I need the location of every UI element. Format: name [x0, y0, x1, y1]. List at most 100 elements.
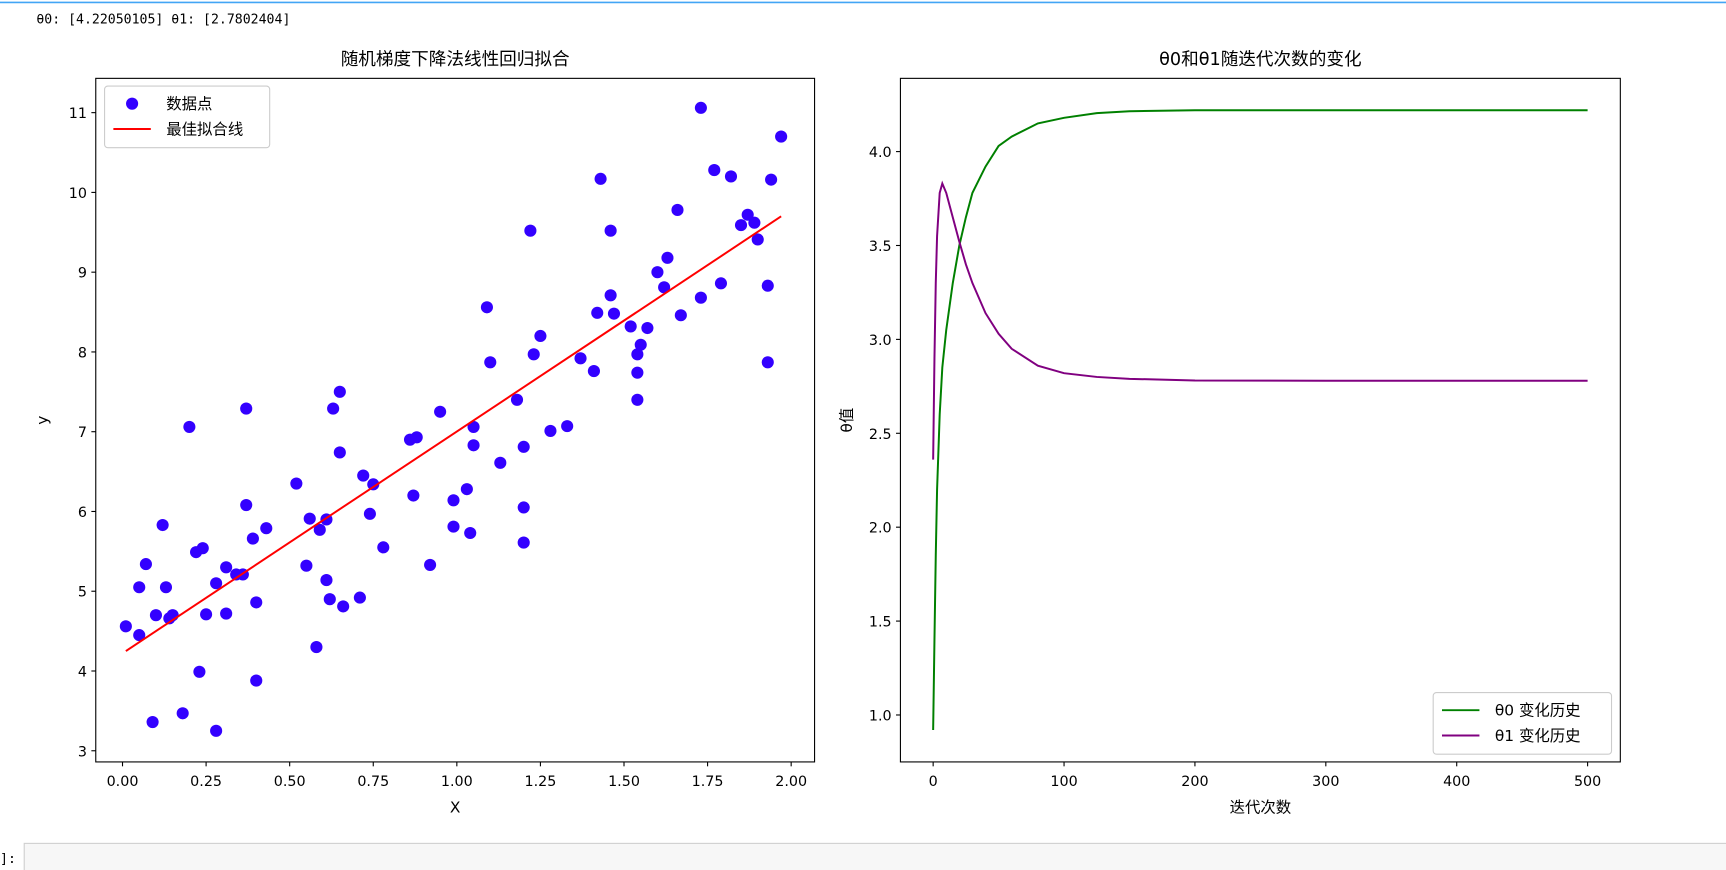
data-point [119, 620, 132, 633]
data-point [674, 309, 687, 322]
legend-label: θ1 变化历史 [1495, 727, 1581, 745]
x-tick-label: 500 [1574, 774, 1601, 790]
data-point [734, 219, 748, 232]
data-point [320, 574, 333, 587]
data-point [594, 172, 607, 185]
next-cell[interactable] [23, 842, 1726, 870]
x-tick-label: 300 [1312, 774, 1339, 790]
x-axis-label: 迭代次数 [1230, 799, 1292, 817]
data-point [303, 512, 316, 525]
data-point [240, 499, 253, 512]
data-point [724, 170, 738, 183]
data-point [460, 483, 473, 496]
data-point [290, 477, 303, 490]
data-point [300, 559, 313, 572]
data-point [210, 577, 223, 590]
data-line [125, 215, 782, 652]
y-axis-label: θ值 [838, 408, 856, 433]
data-point [631, 348, 644, 361]
data-point [464, 526, 477, 540]
data-point [357, 469, 370, 482]
x-tick-label: 0.75 [357, 774, 389, 790]
data-point [607, 307, 621, 320]
x-tick-label: 100 [1050, 774, 1077, 790]
data-point [410, 431, 423, 444]
data-point [775, 130, 788, 143]
data-point [246, 532, 259, 545]
data-point [353, 591, 366, 604]
data-point [591, 306, 604, 319]
data-point [631, 393, 644, 406]
data-point [714, 277, 728, 290]
x-tick-label: 200 [1181, 774, 1208, 790]
data-point [149, 609, 162, 622]
data-point [333, 385, 346, 398]
x-tick-label: 1.00 [441, 774, 473, 790]
legend-marker [126, 97, 139, 110]
y-tick-label: 4.0 [869, 145, 892, 161]
data-point [748, 216, 761, 229]
data-point [694, 291, 707, 304]
x-tick-label: 1.75 [692, 774, 724, 790]
y-tick-label: 9 [78, 266, 87, 282]
data-point [561, 420, 574, 433]
x-tick-label: 1.50 [608, 774, 640, 790]
data-point [323, 593, 336, 606]
data-point [634, 338, 647, 351]
data-point [641, 321, 654, 335]
data-point [220, 561, 233, 574]
data-point [260, 522, 273, 535]
data-point [484, 356, 497, 369]
data-point [313, 523, 326, 536]
data-point [447, 520, 460, 533]
data-point [517, 501, 530, 514]
legend-box [1432, 692, 1613, 755]
data-point [708, 164, 721, 177]
plot-area [95, 77, 816, 763]
data-point [193, 665, 206, 678]
legend-label: 数据点 [166, 95, 212, 113]
data-point [761, 279, 774, 292]
data-point [661, 251, 674, 264]
data-point [220, 607, 233, 620]
data-point [574, 352, 587, 365]
data-point [363, 507, 376, 520]
data-point [337, 600, 350, 613]
data-point [250, 596, 263, 609]
data-point [407, 489, 420, 502]
data-point [139, 558, 152, 571]
y-tick-label: 11 [69, 106, 87, 122]
y-tick-label: 5 [78, 585, 87, 601]
data-point [467, 420, 480, 433]
y-tick-label: 2.5 [869, 427, 892, 443]
data-point [517, 536, 530, 549]
legend-box [104, 85, 271, 149]
data-line [932, 180, 1588, 460]
data-point [377, 541, 390, 554]
x-tick-label: 400 [1443, 774, 1470, 790]
y-tick-label: 3.5 [869, 239, 892, 255]
data-point [196, 542, 209, 555]
data-point [604, 224, 617, 237]
data-point [751, 233, 764, 246]
data-point [467, 439, 480, 452]
data-point [527, 348, 540, 361]
data-point [658, 281, 671, 294]
y-tick-label: 2.0 [869, 521, 892, 537]
data-point [183, 420, 196, 433]
data-point [604, 289, 617, 302]
data-point [434, 405, 447, 418]
data-point [333, 446, 346, 459]
data-point [517, 440, 530, 453]
legend-label: θ0 变化历史 [1495, 702, 1581, 720]
data-point [544, 424, 557, 437]
data-point [250, 674, 263, 687]
data-point [133, 581, 146, 594]
y-tick-label: 10 [69, 186, 87, 202]
y-tick-label: 4 [78, 665, 87, 681]
y-tick-label: 7 [78, 425, 87, 441]
output-text: θ0: [4.22050105] θ1: [2.7802404] [36, 12, 290, 27]
data-line [932, 109, 1588, 731]
